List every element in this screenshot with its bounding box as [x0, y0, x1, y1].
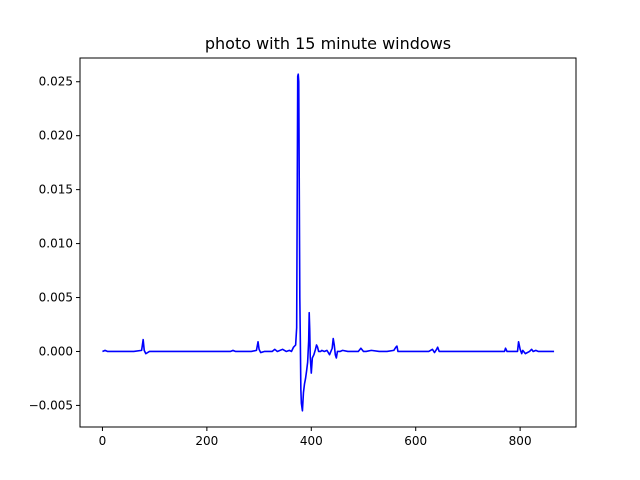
plot-frame — [79, 57, 577, 428]
x-tick-label: 800 — [509, 434, 532, 448]
y-axis: −0.005 0.000 0.005 0.010 0.015 0.020 0.025 — [29, 75, 80, 412]
x-tick-label: 200 — [195, 434, 218, 448]
y-tick-label: 0.010 — [39, 237, 73, 251]
series-layer — [102, 73, 555, 412]
x-tick-label: 600 — [404, 434, 427, 448]
x-tick-label: 400 — [300, 434, 323, 448]
y-tick-label: 0.020 — [39, 129, 73, 143]
y-tick-label: −0.005 — [29, 398, 73, 412]
y-tick-label: 0.015 — [39, 183, 73, 197]
y-tick-label: 0.025 — [39, 75, 73, 89]
x-axis: 0 200 400 600 800 — [99, 427, 532, 448]
chart-title: photo with 15 minute windows — [205, 34, 451, 53]
y-tick-label: 0.000 — [39, 344, 73, 358]
series-line — [102, 73, 555, 412]
y-tick-label: 0.005 — [39, 291, 73, 305]
x-tick-label: 0 — [99, 434, 107, 448]
